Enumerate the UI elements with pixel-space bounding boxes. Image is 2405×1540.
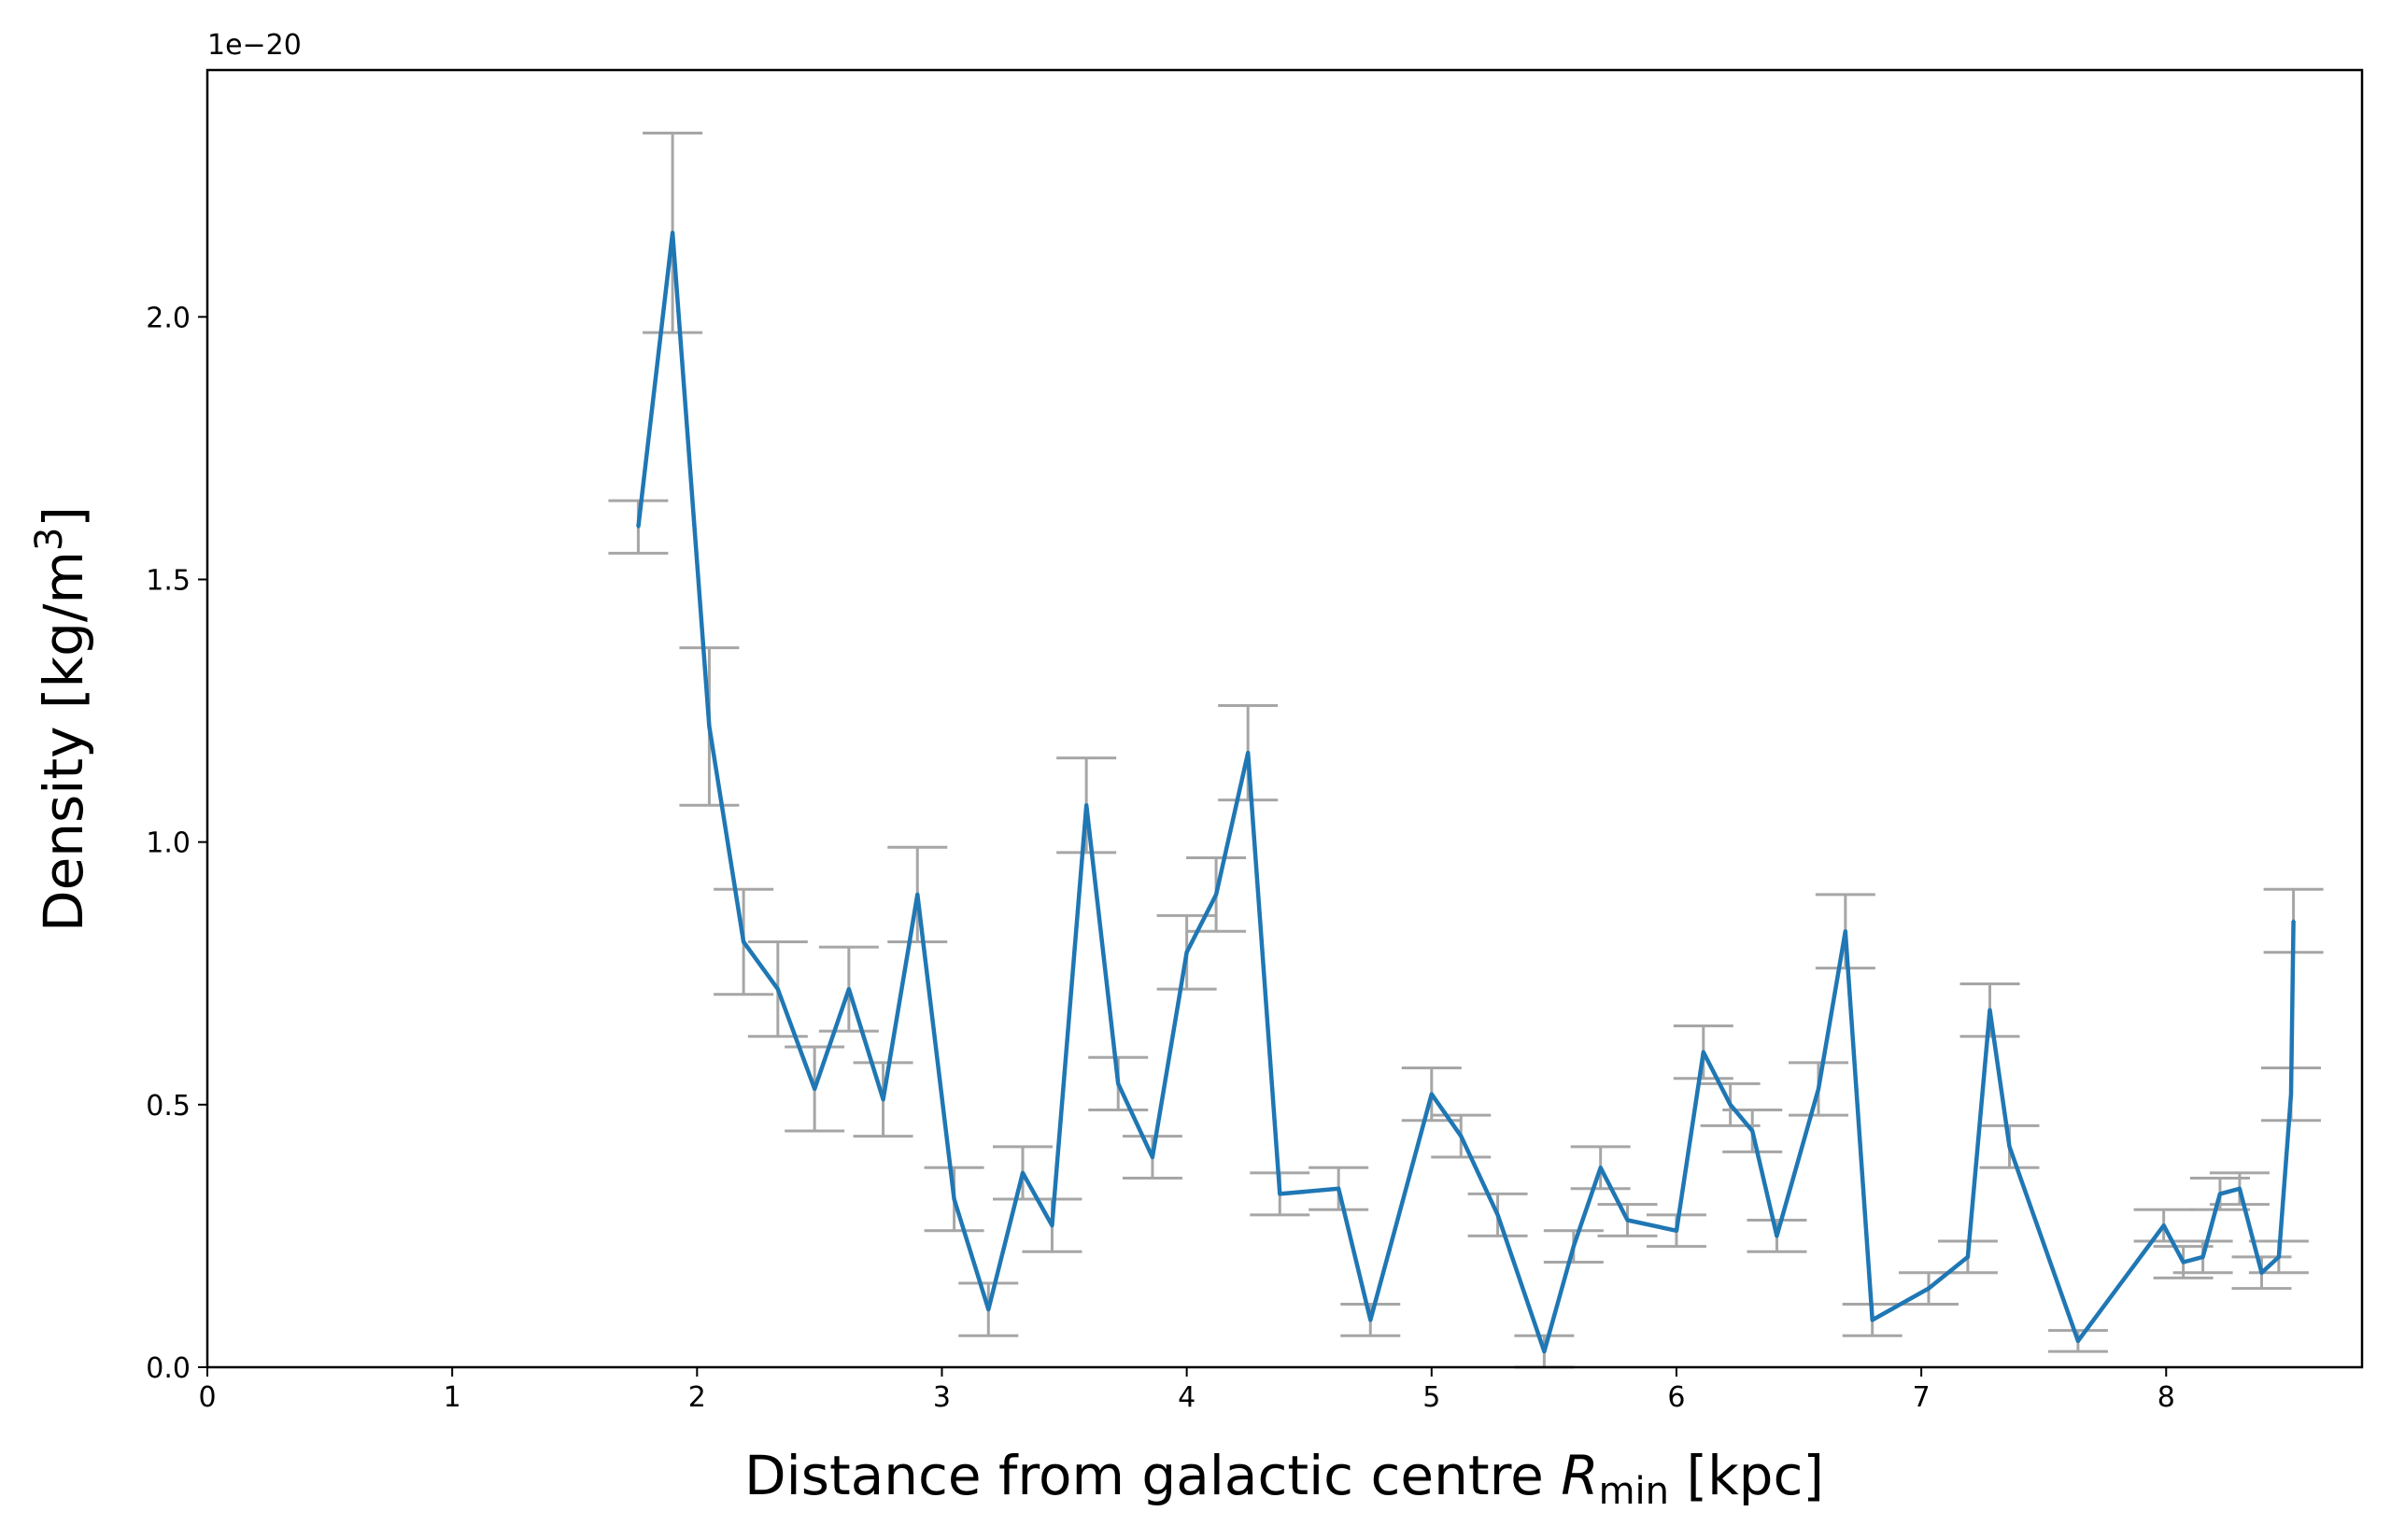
density-data-point <box>1368 1318 1372 1321</box>
density-data-point <box>1542 1349 1546 1353</box>
density-data-point <box>847 987 851 991</box>
y-tick-label: 2.0 <box>146 302 191 334</box>
density-data-point <box>2260 1271 2264 1275</box>
y-tick-label: 0.0 <box>146 1352 191 1385</box>
density-data-point <box>2007 1145 2011 1149</box>
density-data-point <box>953 1197 956 1201</box>
x-tick-label: 4 <box>1178 1381 1195 1414</box>
density-data-point <box>1459 1135 1463 1138</box>
y-axis-label-suffix: ] <box>32 506 95 528</box>
x-tick-label: 5 <box>1422 1381 1440 1414</box>
density-data-point <box>742 940 745 943</box>
density-data-point <box>1702 1051 1705 1054</box>
density-data-point <box>1626 1219 1630 1222</box>
x-tick-label: 3 <box>933 1381 951 1414</box>
density-data-point <box>2238 1187 2242 1191</box>
density-data-point <box>1729 1103 1733 1107</box>
density-data-point <box>1151 1155 1154 1159</box>
density-data-point <box>2182 1261 2186 1264</box>
density-data-point <box>1572 1245 1576 1249</box>
density-data-point <box>1116 1081 1120 1085</box>
density-data-point <box>776 987 780 991</box>
density-data-point <box>1844 929 1847 933</box>
series-layer <box>636 231 2296 1354</box>
plot-frame <box>205 68 2364 1369</box>
x-tick-label: 7 <box>1913 1381 1931 1414</box>
density-data-point <box>1246 751 1250 755</box>
x-axis-label-symbol: R <box>1561 1444 1598 1507</box>
density-data-point <box>1185 951 1189 954</box>
density-data-point <box>1927 1287 1931 1291</box>
x-tick-label: 6 <box>1667 1381 1685 1414</box>
density-data-point <box>1496 1213 1500 1217</box>
y-tick-label: 0.5 <box>146 1090 191 1123</box>
density-data-point <box>1675 1229 1678 1233</box>
density-data-point <box>707 725 711 728</box>
density-data-point <box>2218 1192 2222 1195</box>
x-axis-label-subscript: min <box>1599 1470 1669 1513</box>
density-data-point <box>2289 1093 2293 1096</box>
y-offset-label: 1e−20 <box>207 29 302 62</box>
density-data-point <box>1021 1171 1025 1175</box>
density-data-point <box>2292 919 2296 923</box>
density-data-point <box>2201 1255 2205 1259</box>
density-data-point <box>986 1307 990 1311</box>
y-tick-label: 1.5 <box>146 564 191 597</box>
density-data-point <box>915 893 919 897</box>
x-tick-label: 0 <box>198 1381 216 1414</box>
density-data-point <box>1050 1223 1054 1227</box>
density-data-point <box>1775 1234 1778 1237</box>
x-tick-label: 2 <box>688 1381 706 1414</box>
density-data-point <box>1430 1093 1434 1096</box>
density-data-point <box>2076 1339 2080 1343</box>
x-axis-label: Distance from galactic centre Rmin [kpc] <box>744 1444 1824 1513</box>
density-data-point <box>813 1087 816 1091</box>
y-axis: 0.0 0.5 1.0 1.5 2.0 <box>146 302 207 1385</box>
x-axis-label-prefix: Distance from galactic centre <box>744 1444 1561 1507</box>
x-tick-label: 1 <box>444 1381 461 1414</box>
density-data-point <box>671 231 674 234</box>
density-data-point <box>2277 1255 2281 1259</box>
density-data-point <box>1817 1087 1820 1091</box>
y-tick-label: 1.0 <box>146 827 191 860</box>
x-axis: 0 1 2 3 4 5 6 7 8 <box>198 1367 2175 1414</box>
density-data-point <box>1966 1255 1970 1259</box>
density-data-point <box>1278 1192 1281 1195</box>
y-axis-label-prefix: Density [kg/m <box>32 551 95 932</box>
density-data-point <box>1988 1009 1992 1012</box>
density-data-point <box>2162 1223 2166 1227</box>
density-data-point <box>1599 1166 1603 1169</box>
density-data-point <box>636 525 640 529</box>
y-axis-label: Density [kg/m3] <box>28 506 95 932</box>
x-tick-label: 8 <box>2157 1381 2175 1414</box>
density-data-point <box>1750 1129 1754 1133</box>
density-data-point <box>1337 1187 1340 1191</box>
density-data-point <box>1084 803 1088 807</box>
density-data-point <box>882 1097 885 1101</box>
x-axis-label-suffix: [kpc] <box>1669 1444 1824 1507</box>
density-data-point <box>1214 893 1218 897</box>
density-data-point <box>1871 1318 1874 1321</box>
y-axis-label-superscript: 3 <box>28 528 71 551</box>
